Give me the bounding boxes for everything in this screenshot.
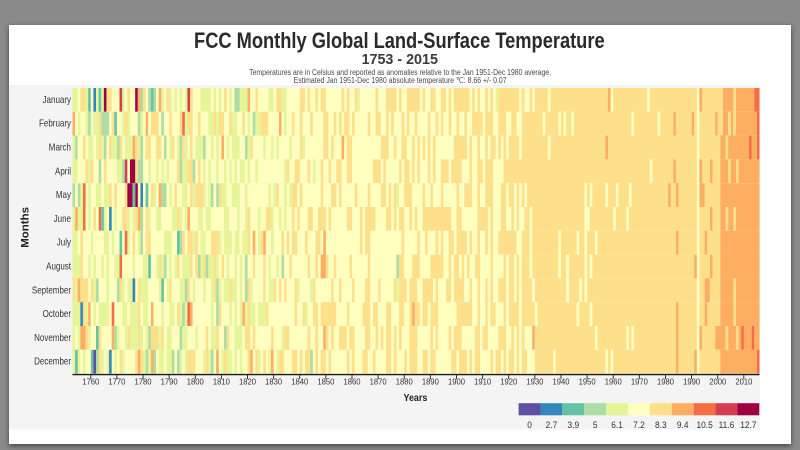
svg-text:3.9: 3.9 [567,420,579,430]
svg-text:1790: 1790 [160,377,177,386]
svg-text:1920: 1920 [500,377,517,386]
svg-text:1820: 1820 [239,377,256,386]
svg-text:2.7: 2.7 [545,420,557,430]
svg-text:1780: 1780 [134,377,151,386]
svg-text:November: November [34,332,71,343]
svg-text:1860: 1860 [343,377,360,386]
svg-text:1890: 1890 [421,377,438,386]
svg-text:1830: 1830 [265,377,282,386]
svg-text:1840: 1840 [291,377,308,386]
svg-text:2010: 2010 [735,377,752,386]
svg-text:1800: 1800 [186,377,203,386]
svg-text:1930: 1930 [526,377,543,386]
svg-text:10.5: 10.5 [696,420,712,430]
svg-text:1850: 1850 [317,377,334,386]
svg-text:1870: 1870 [369,377,386,386]
svg-text:December: December [34,356,71,367]
svg-text:1810: 1810 [212,377,229,386]
svg-text:9.4: 9.4 [676,420,688,430]
svg-text:1980: 1980 [656,377,673,386]
svg-text:0: 0 [527,420,532,430]
svg-text:1940: 1940 [552,377,569,386]
svg-text:5: 5 [592,420,597,430]
svg-text:2000: 2000 [709,377,726,386]
svg-text:July: July [56,237,71,248]
svg-text:1900: 1900 [447,377,464,386]
svg-text:March: March [48,142,70,153]
svg-text:7.2: 7.2 [633,420,645,430]
svg-text:1990: 1990 [683,377,700,386]
svg-text:April: April [55,165,71,176]
svg-text:1970: 1970 [630,377,647,386]
svg-text:1960: 1960 [604,377,621,386]
svg-text:1760: 1760 [82,377,99,386]
svg-text:October: October [42,308,70,319]
svg-text:Years: Years [403,392,427,404]
svg-text:1770: 1770 [108,377,125,386]
svg-text:May: May [55,189,71,200]
svg-text:January: January [42,94,71,105]
svg-text:11.6: 11.6 [718,420,734,430]
svg-text:August: August [46,261,71,272]
svg-text:February: February [39,118,71,129]
svg-text:6.1: 6.1 [611,420,623,430]
svg-text:Months: Months [19,207,31,248]
svg-text:September: September [31,284,70,295]
svg-text:1950: 1950 [578,377,595,386]
svg-text:June: June [53,213,70,224]
svg-text:12.7: 12.7 [740,420,756,430]
svg-text:8.3: 8.3 [655,420,667,430]
svg-text:1910: 1910 [474,377,491,386]
svg-text:1880: 1880 [395,377,412,386]
